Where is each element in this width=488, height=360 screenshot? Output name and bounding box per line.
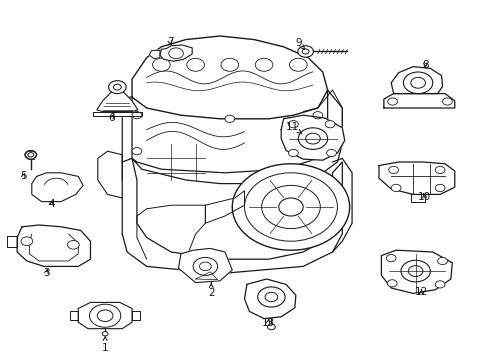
Polygon shape bbox=[97, 92, 138, 112]
Polygon shape bbox=[160, 45, 192, 61]
Polygon shape bbox=[281, 115, 344, 160]
Text: 13: 13 bbox=[261, 318, 274, 328]
Circle shape bbox=[224, 115, 234, 122]
Polygon shape bbox=[244, 279, 295, 319]
Text: 6: 6 bbox=[108, 113, 115, 123]
Text: 1: 1 bbox=[102, 337, 108, 354]
Circle shape bbox=[434, 184, 444, 192]
Text: 5: 5 bbox=[20, 171, 27, 181]
Polygon shape bbox=[378, 162, 454, 194]
Circle shape bbox=[288, 121, 298, 128]
Circle shape bbox=[186, 58, 204, 71]
Circle shape bbox=[67, 240, 79, 249]
Circle shape bbox=[152, 58, 170, 71]
Circle shape bbox=[442, 98, 451, 105]
Polygon shape bbox=[7, 236, 17, 247]
Circle shape bbox=[21, 237, 33, 246]
Circle shape bbox=[257, 287, 285, 307]
Polygon shape bbox=[149, 50, 160, 59]
Circle shape bbox=[132, 112, 142, 119]
Text: 11: 11 bbox=[285, 122, 301, 134]
Circle shape bbox=[193, 257, 217, 275]
Circle shape bbox=[386, 280, 396, 287]
Circle shape bbox=[89, 304, 121, 327]
Circle shape bbox=[297, 46, 313, 57]
Circle shape bbox=[434, 281, 444, 288]
Circle shape bbox=[390, 184, 400, 192]
Polygon shape bbox=[93, 112, 142, 116]
Circle shape bbox=[326, 149, 336, 157]
Circle shape bbox=[168, 48, 183, 59]
Text: 8: 8 bbox=[421, 60, 428, 70]
Circle shape bbox=[387, 98, 397, 105]
Circle shape bbox=[288, 149, 298, 157]
Text: 12: 12 bbox=[414, 287, 427, 297]
Text: 3: 3 bbox=[43, 268, 50, 278]
Polygon shape bbox=[195, 272, 217, 280]
Circle shape bbox=[289, 58, 306, 71]
Polygon shape bbox=[383, 94, 454, 108]
Circle shape bbox=[298, 128, 327, 149]
Circle shape bbox=[102, 332, 108, 336]
Text: 9: 9 bbox=[294, 38, 304, 49]
Circle shape bbox=[434, 166, 444, 174]
Polygon shape bbox=[78, 302, 132, 329]
Polygon shape bbox=[32, 173, 83, 202]
Circle shape bbox=[403, 72, 432, 94]
Polygon shape bbox=[410, 194, 425, 202]
Polygon shape bbox=[17, 225, 90, 266]
Text: 10: 10 bbox=[417, 192, 430, 202]
Circle shape bbox=[388, 166, 398, 174]
Circle shape bbox=[400, 260, 429, 282]
Circle shape bbox=[232, 164, 349, 250]
Polygon shape bbox=[381, 250, 451, 293]
Circle shape bbox=[267, 324, 275, 330]
Circle shape bbox=[255, 58, 272, 71]
Circle shape bbox=[325, 121, 334, 128]
Circle shape bbox=[25, 150, 37, 159]
Circle shape bbox=[386, 255, 395, 262]
Polygon shape bbox=[132, 311, 140, 320]
Circle shape bbox=[221, 58, 238, 71]
Circle shape bbox=[132, 148, 142, 155]
Polygon shape bbox=[390, 67, 442, 94]
Polygon shape bbox=[70, 311, 78, 320]
Circle shape bbox=[108, 81, 126, 94]
Circle shape bbox=[312, 112, 322, 119]
Text: 2: 2 bbox=[207, 283, 214, 298]
Polygon shape bbox=[132, 36, 327, 119]
Circle shape bbox=[437, 257, 447, 265]
Text: 7: 7 bbox=[166, 37, 173, 47]
Polygon shape bbox=[178, 248, 232, 283]
Text: 4: 4 bbox=[48, 199, 55, 210]
